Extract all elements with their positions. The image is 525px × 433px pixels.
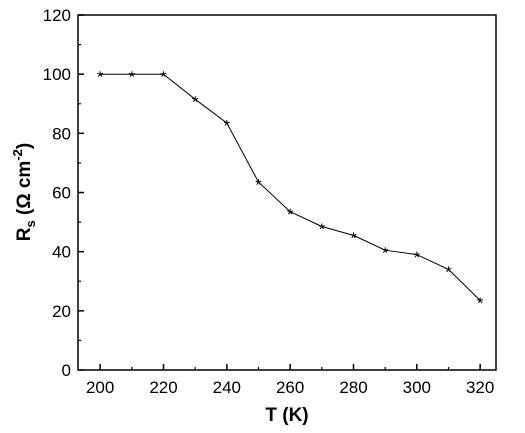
y-axis-title-close: )	[14, 143, 35, 149]
plot-frame	[77, 14, 497, 371]
y-tick-label: 0	[62, 361, 71, 380]
y-axis-title-subscript: s	[23, 220, 38, 227]
data-point	[382, 247, 389, 253]
x-tick-label: 260	[276, 378, 304, 397]
data-point	[160, 71, 167, 77]
y-tick-label: 80	[52, 124, 71, 143]
data-point	[350, 232, 357, 239]
series-layer	[97, 71, 484, 304]
x-axis-title: T (K)	[265, 405, 308, 426]
x-tick-label: 200	[86, 378, 114, 397]
x-axis: 200 220 240 260 280 300 320	[86, 364, 494, 397]
data-point	[287, 208, 294, 215]
data-point	[413, 251, 420, 258]
y-axis-title: Rs (Ω cm-2)	[10, 143, 38, 241]
y-tick-label: 40	[52, 243, 71, 262]
x-tick-label: 280	[339, 378, 367, 397]
y-axis-title-main: R	[14, 227, 35, 241]
y-axis-title-superscript: -2	[10, 149, 25, 161]
y-axis-title-unit: (Ω cm	[14, 161, 35, 221]
data-point	[477, 297, 484, 304]
data-point	[97, 71, 104, 77]
data-point	[128, 71, 135, 77]
plot-area	[77, 14, 497, 371]
y-tick-label: 60	[52, 184, 71, 203]
y-tick-label: 100	[43, 65, 71, 84]
data-point	[445, 266, 452, 273]
series-line	[100, 73, 481, 301]
y-tick-label: 20	[52, 302, 71, 321]
x-tick-label: 220	[149, 378, 177, 397]
data-point	[192, 96, 199, 102]
x-tick-label: 320	[466, 378, 494, 397]
data-point	[223, 120, 230, 126]
y-tick-label: 120	[43, 6, 71, 25]
x-tick-label: 240	[213, 378, 241, 397]
y-axis: 0 20 40 60 80 100 120	[43, 6, 84, 380]
data-point	[318, 223, 325, 230]
x-tick-label: 300	[403, 378, 431, 397]
data-point	[255, 179, 262, 185]
